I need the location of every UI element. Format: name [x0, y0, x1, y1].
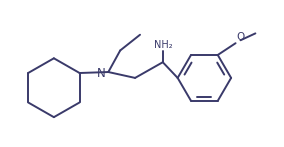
Text: NH₂: NH₂	[154, 40, 173, 50]
Text: N: N	[97, 66, 105, 80]
Text: O: O	[237, 32, 245, 42]
